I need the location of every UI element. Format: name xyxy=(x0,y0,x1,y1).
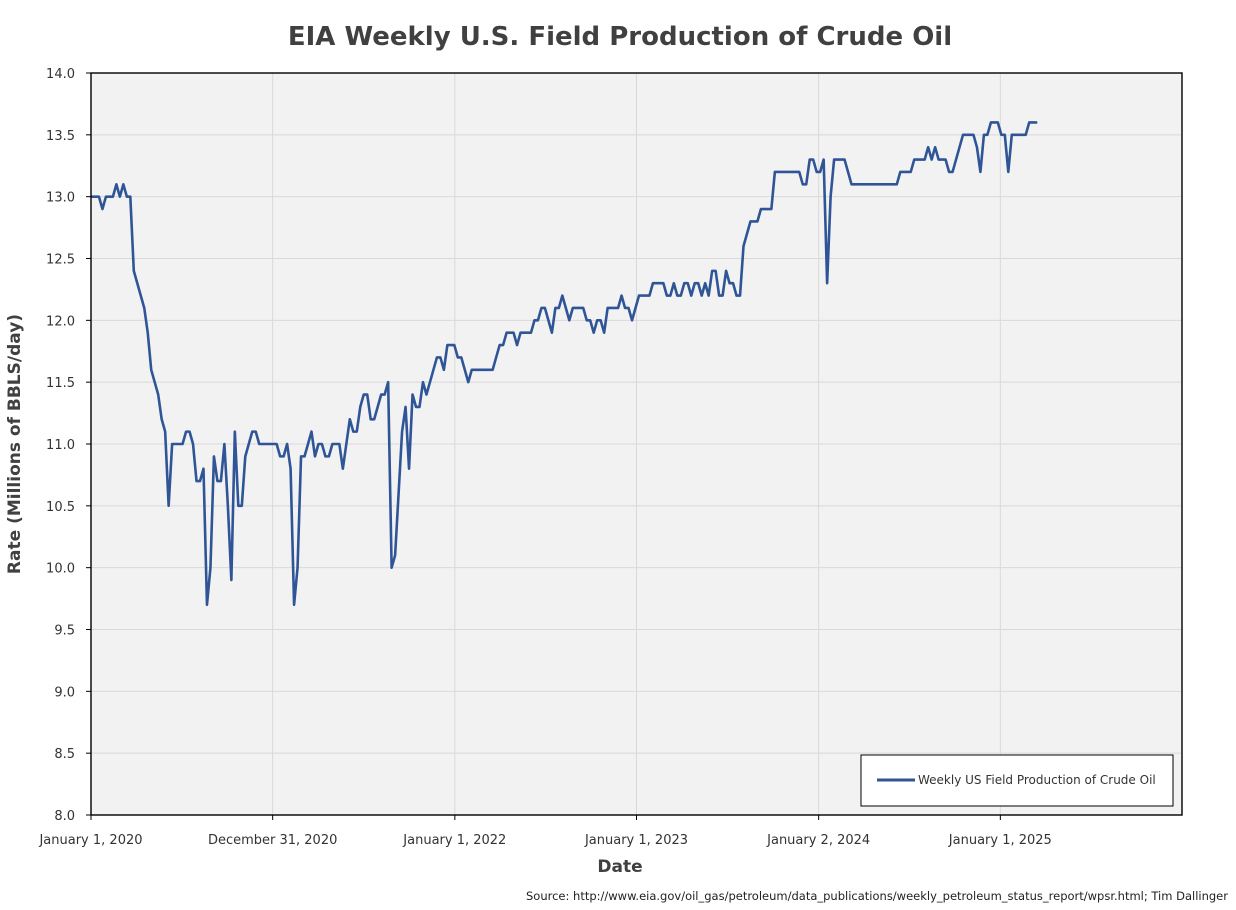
series-line xyxy=(90,121,1038,607)
x-tick-label: January 1, 2025 xyxy=(948,833,1052,848)
y-tick-label: 9.5 xyxy=(54,624,75,639)
plot-border xyxy=(90,72,1183,816)
y-tick-label: 12.5 xyxy=(46,253,75,268)
x-axis-tick-labels: January 1, 2020 December 31, 2020 January … xyxy=(38,833,1051,848)
y-tick-label: 12.0 xyxy=(46,314,75,329)
series-layer xyxy=(90,121,1038,607)
x-tick-label: January 1, 2022 xyxy=(402,833,506,848)
y-tick-label: 11.5 xyxy=(46,376,75,391)
y-tick-label: 10.0 xyxy=(46,562,75,577)
y-tick-label: 8.0 xyxy=(54,809,75,824)
y-tick-label: 9.0 xyxy=(54,685,75,700)
y-tick-label: 13.5 xyxy=(46,129,75,144)
source-note: Source: http://www.eia.gov/oil_gas/petro… xyxy=(526,889,1228,903)
x-tick-label: January 2, 2024 xyxy=(766,833,870,848)
x-tick-label: December 31, 2020 xyxy=(208,833,337,848)
legend-label: Weekly US Field Production of Crude Oil xyxy=(918,773,1156,787)
y-tick-label: 13.0 xyxy=(46,191,75,206)
x-tick-label: January 1, 2023 xyxy=(584,833,688,848)
y-tick-label: 8.5 xyxy=(54,747,75,762)
y-tick-label: 11.0 xyxy=(46,438,75,453)
legend: Weekly US Field Production of Crude Oil xyxy=(860,754,1174,807)
y-axis-title: Rate (Millions of BBLS/day) xyxy=(5,314,25,574)
chart-title: EIA Weekly U.S. Field Production of Crud… xyxy=(288,22,952,52)
x-tick-label: January 1, 2020 xyxy=(38,833,142,848)
y-tick-label: 10.5 xyxy=(46,500,75,515)
y-axis-tick-labels: 8.0 8.5 9.0 9.5 10.0 10.5 11.0 11.5 12.0 12.5 13.0… xyxy=(46,67,75,824)
x-axis-title: Date xyxy=(597,857,642,877)
y-tick-label: 14.0 xyxy=(46,67,75,82)
